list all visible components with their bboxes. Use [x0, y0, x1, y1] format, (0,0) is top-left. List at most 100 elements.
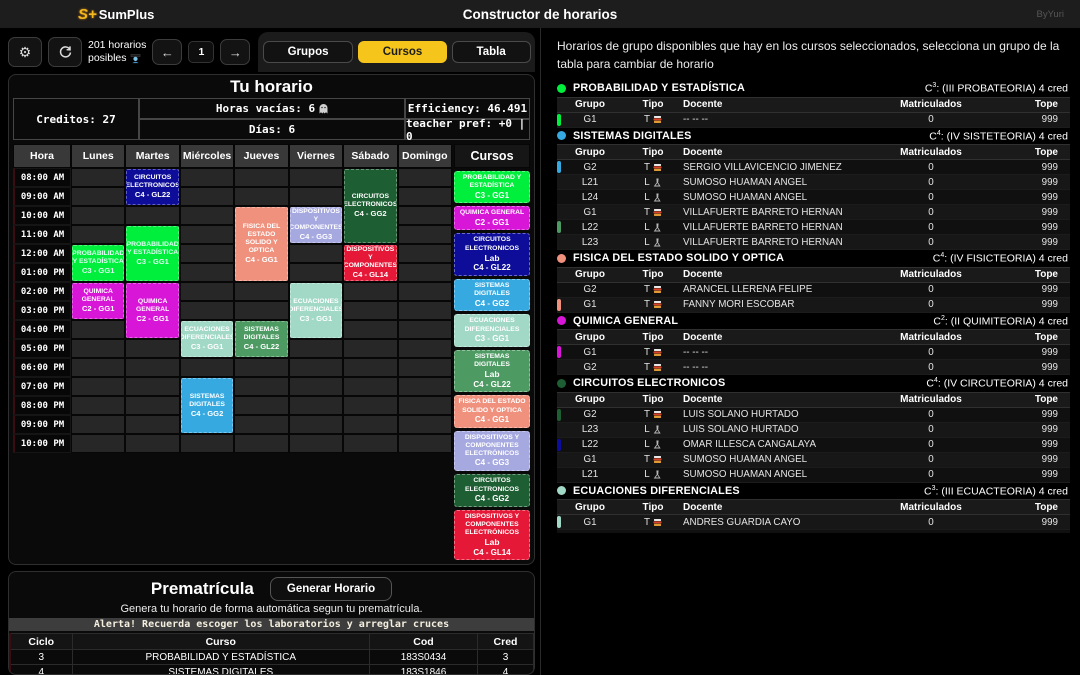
- group-row[interactable]: G1 T VILLAFUERTE BARRETO HERNAN 0 999: [557, 205, 1070, 220]
- course-chip[interactable]: CIRCUITOS ELECTRONICOS Lab C4 - GL22: [454, 233, 530, 277]
- time-grid: Hora Lunes Martes Miércoles Jueves Viernes Sáb…: [13, 144, 452, 560]
- timetable-cell: [397, 168, 452, 187]
- timetable-cell: [234, 415, 289, 434]
- selected-group-bar: [557, 516, 561, 528]
- timetable-cell: [343, 301, 398, 320]
- group-row[interactable]: G2 T -- -- -- 0 999: [557, 360, 1070, 375]
- brand[interactable]: S+ SumPlus: [78, 6, 154, 23]
- stat-credits: Creditos: 27: [13, 98, 139, 140]
- settings-button[interactable]: ⚙: [8, 37, 42, 67]
- group-row[interactable]: G2 T LUIS SOLANO HURTADO 0 999: [557, 407, 1070, 423]
- lab-flask-icon: [653, 193, 661, 201]
- group-row[interactable]: G1 T -- -- -- 0 999: [557, 345, 1070, 360]
- timetable-cell: [397, 187, 452, 206]
- tab-cursos[interactable]: Cursos: [357, 41, 448, 63]
- course-chip[interactable]: CIRCUITOS ELECTRONICOS C4 - GG2: [454, 474, 530, 507]
- course-name: QUIMICA GENERAL: [573, 314, 679, 327]
- timetable-cell: [343, 434, 398, 453]
- tab-grupos[interactable]: Grupos: [262, 41, 354, 63]
- generate-schedule-button[interactable]: Generar Horario: [269, 577, 393, 602]
- tab-tabla[interactable]: Tabla: [451, 41, 531, 63]
- refresh-button[interactable]: [48, 37, 82, 67]
- course-color-dot-icon: [557, 316, 566, 326]
- course-chip[interactable]: DISPOSITIVOS Y COMPONENTES ELECTRÓNICOS C…: [454, 430, 530, 472]
- schedule-panel: Tu horario Creditos: 27 Horas vacías: 6 …: [8, 74, 535, 566]
- timetable-block[interactable]: PROBABILIDAD Y ESTADÍSTICA C3 - GG1: [126, 226, 179, 281]
- group-row[interactable]: L22 L OMAR ILLESCA CANGALAYA 0 999: [557, 437, 1070, 453]
- group-row[interactable]: G2TCARLOS PECHE ORTEGA0999: [557, 530, 1070, 533]
- group-row[interactable]: L24 L SUMOSO HUAMAN ANGEL 0 999: [557, 190, 1070, 205]
- timetable-cell: [179, 168, 235, 187]
- timetable-block[interactable]: DISPOSITIVOS Y COMPONENTES C4 - GL14: [344, 245, 397, 281]
- group-row[interactable]: L21 L SUMOSO HUAMAN ANGEL 0 999: [557, 175, 1070, 190]
- course-chip[interactable]: DISPOSITIVOS Y COMPONENTES ELECTRÓNICOS L…: [454, 509, 530, 561]
- timetable-cell: [234, 282, 289, 301]
- group-row[interactable]: G1 T FANNY MORI ESCOBAR 0 999: [557, 297, 1070, 313]
- group-row[interactable]: L23 L LUIS SOLANO HURTADO 0 999: [557, 422, 1070, 438]
- timetable-cell: [288, 434, 344, 453]
- right-pane: Horarios de grupo disponibles que hay en…: [540, 28, 1080, 675]
- timetable-cell: [397, 320, 452, 339]
- prematricula-col-ciclo: Ciclo: [9, 633, 73, 651]
- timetable-block[interactable]: ECUACIONES DIFERENCIALES C3 - GG1: [289, 283, 343, 338]
- next-schedule-button[interactable]: →: [220, 39, 251, 65]
- left-pane: ⚙ 201 horarios posibles: [0, 28, 540, 675]
- timetable-block[interactable]: DISPOSITIVOS Y COMPONENTES C4 - GG3: [289, 207, 343, 243]
- brand-logo-icon: S+: [78, 5, 97, 23]
- prematricula-row: 4 SISTEMAS DIGITALES 183S1846 4: [9, 664, 534, 675]
- timetable-cell: [179, 206, 235, 225]
- group-row[interactable]: G2 T ARANCEL LLERENA FELIPE 0 999: [557, 282, 1070, 298]
- timetable-block[interactable]: CIRCUITOS ELECTRONICOS C4 - GG2: [344, 169, 397, 243]
- course-color-dot-icon: [557, 83, 566, 93]
- group-row[interactable]: G1 T ANDRES GUARDIA CAYO 0 999: [557, 515, 1070, 530]
- timetable-block[interactable]: FISICA DEL ESTADO SOLIDO Y OPTICA C4 - GG…: [235, 207, 288, 281]
- lab-flask-icon: [653, 178, 661, 186]
- day-header-jueves: Jueves: [234, 144, 289, 168]
- timetable-cell: [288, 168, 344, 187]
- prematricula-table-body: 3 PROBABILIDAD Y ESTADÍSTICA 183S0434 3 4 SIS…: [9, 649, 534, 675]
- books-stack-icon: [653, 301, 662, 308]
- group-row[interactable]: G2 T SERGIO VILLAVICENCIO JIMENEZ 0 999: [557, 160, 1070, 175]
- refresh-icon: [59, 45, 71, 58]
- timetable-block[interactable]: PROBABILIDAD Y ESTADÍSTICA C3 - GG1: [72, 245, 125, 281]
- prematricula-subtitle: Genera tu horario de forma automática se…: [120, 603, 423, 616]
- course-chip[interactable]: FISICA DEL ESTADO SOLIDO Y OPTICA C4 - GG…: [454, 395, 530, 428]
- group-row[interactable]: L21 L SUMOSO HUAMAN ANGEL 0 999: [557, 467, 1070, 483]
- course-name: PROBABILIDAD Y ESTADÍSTICA: [573, 82, 745, 95]
- timetable-block[interactable]: ECUACIONES DIFERENCIALES C3 - GG1: [180, 321, 234, 357]
- group-row[interactable]: G1 T -- -- -- 0 999: [557, 112, 1070, 128]
- hour-label: 08:00 PM: [13, 396, 71, 415]
- group-row[interactable]: L22 L VILLAFUERTE BARRETO HERNAN 0 999: [557, 220, 1070, 235]
- books-stack-icon: [653, 411, 662, 418]
- timetable-block[interactable]: CIRCUITOS ELECTRONICOS C4 - GL22: [126, 169, 179, 205]
- course-chip[interactable]: PROBABILIDAD Y ESTADÍSTICA C3 - GG1: [454, 171, 530, 204]
- timetable-cell: [234, 377, 289, 396]
- schedule-controls: ⚙ 201 horarios posibles: [8, 37, 251, 67]
- timetable-cell: [343, 320, 398, 339]
- course-chip[interactable]: QUIMICA GENERAL C2 - GG1: [454, 206, 530, 231]
- course-cycle-info: C4: (IV CIRCUTEORIA) 4 cred: [926, 377, 1068, 390]
- course-chip[interactable]: ECUACIONES DIFERENCIALES C3 - GG1: [454, 314, 530, 347]
- timetable-cell: [234, 358, 289, 377]
- byline: ByYuri: [1036, 8, 1064, 20]
- timetable-cell: [125, 415, 180, 434]
- timetable-block[interactable]: SISTEMAS DIGITALES C4 - GL22: [235, 321, 288, 357]
- group-row[interactable]: G1 T SUMOSO HUAMAN ANGEL 0 999: [557, 452, 1070, 468]
- timetable-cell: [125, 396, 180, 415]
- timetable-block[interactable]: SISTEMAS DIGITALES C4 - GG2: [180, 378, 234, 433]
- timetable-cell: [234, 434, 289, 453]
- timetable-cell: [288, 358, 344, 377]
- timetable-cell: [179, 434, 235, 453]
- prev-schedule-button[interactable]: ←: [152, 39, 183, 65]
- course-name: SISTEMAS DIGITALES: [573, 129, 692, 142]
- group-row[interactable]: L23 L VILLAFUERTE BARRETO HERNAN 0 999: [557, 235, 1070, 250]
- course-chip[interactable]: SISTEMAS DIGITALES C4 - GG2: [454, 279, 530, 312]
- timetable-block[interactable]: QUIMICA GENERAL C2 - GG1: [126, 283, 179, 338]
- schedule-stats: Creditos: 27 Horas vacías: 6 Efficiency:…: [13, 98, 530, 143]
- timetable-cell: [397, 301, 452, 320]
- course-chip[interactable]: SISTEMAS DIGITALES Lab C4 - GL22: [454, 349, 530, 393]
- timetable-block[interactable]: QUIMICA GENERAL C2 - GG1: [72, 283, 125, 319]
- gear-icon: ⚙: [18, 43, 32, 60]
- timetable-cell: [397, 396, 452, 415]
